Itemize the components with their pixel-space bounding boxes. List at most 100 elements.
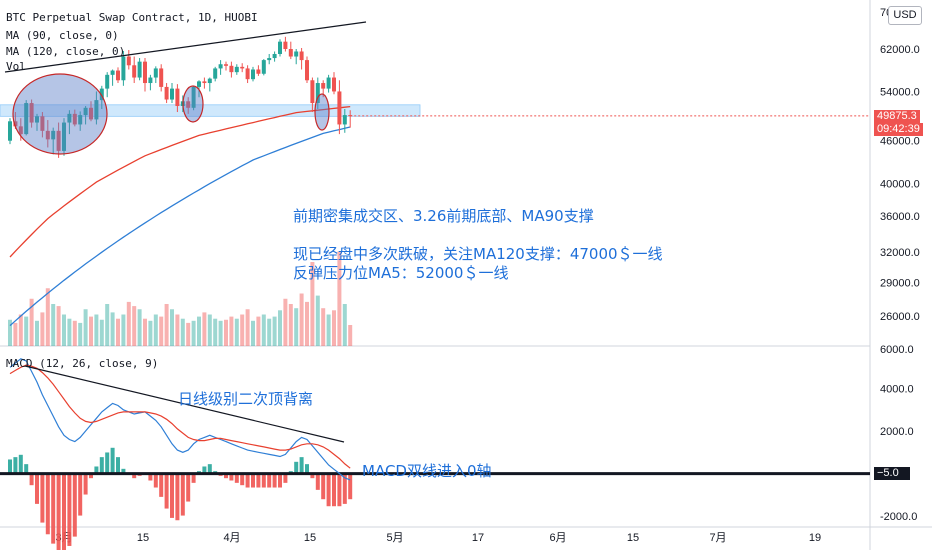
price-tick-label: 32000.0 — [880, 247, 920, 259]
candle-body — [332, 77, 336, 92]
macd-histogram-bar — [121, 468, 126, 474]
candle-body — [278, 41, 282, 54]
candle-body — [51, 130, 56, 140]
macd-histogram-bar — [240, 473, 245, 486]
volume-bar — [326, 314, 331, 346]
ma120-legend[interactable]: MA (120, close, 0) — [6, 45, 126, 58]
time-tick-label: 4月 — [223, 532, 240, 544]
volume-bar — [310, 262, 315, 346]
candle-body — [148, 77, 153, 84]
candle-body — [94, 100, 99, 120]
candle-body — [251, 69, 255, 80]
highlight-ellipse — [12, 73, 108, 155]
volume-bar — [56, 306, 61, 346]
volume-bar — [245, 309, 250, 346]
ma90-legend[interactable]: MA (90, close, 0) — [6, 29, 119, 42]
macd-histogram-bar — [18, 454, 23, 474]
macd-histogram-bar — [294, 461, 299, 474]
volume-bar — [175, 314, 180, 346]
time-tick-label: 15 — [304, 532, 316, 544]
time-tick-label: 5月 — [386, 532, 403, 544]
macd-histogram-bar — [256, 473, 261, 488]
volume-bar — [8, 319, 12, 346]
macd-histogram-bar — [272, 473, 277, 488]
candle-body — [110, 70, 115, 75]
symbol-legend[interactable]: BTC Perpetual Swap Contract, 1D, HUOBI — [6, 11, 258, 24]
volume-bar — [207, 314, 212, 346]
candle-body — [116, 70, 120, 81]
macd-histogram-bar — [35, 473, 39, 504]
annotation-ma5-resistance: 反弹压力位MA5：52000＄一线 — [293, 264, 509, 282]
volume-bar — [224, 319, 228, 346]
macd-histogram-bar — [148, 473, 153, 481]
macd-histogram-bar — [326, 473, 331, 507]
candle-body — [272, 53, 277, 59]
candle-body — [8, 121, 12, 141]
annotation-support-zone: 前期密集成交区、3.26前期底部、MA90支撑 — [293, 207, 594, 225]
volume-bar — [218, 320, 223, 346]
macd-histogram-bar — [24, 464, 29, 474]
macd-histogram-bar — [342, 473, 347, 504]
price-tick-label: 40000.0 — [880, 179, 920, 191]
volume-bar — [137, 309, 142, 346]
volume-bar — [89, 316, 93, 346]
volume-bar — [251, 320, 255, 346]
candle-body — [326, 77, 331, 89]
candle-body — [283, 41, 288, 49]
macd-histogram-bar — [105, 452, 110, 474]
currency-button[interactable]: USD — [888, 6, 922, 25]
candle-body — [288, 49, 293, 57]
macd-histogram-bar — [267, 473, 272, 488]
macd-histogram-bar — [45, 473, 50, 535]
highlight-ellipse — [182, 85, 204, 123]
macd-histogram-bar — [229, 473, 234, 481]
volume-bar — [261, 314, 266, 346]
volume-bar — [24, 316, 29, 346]
countdown-tag: 09:42:39 — [874, 123, 923, 136]
volume-bar — [213, 318, 218, 346]
macd-histogram-bar — [305, 464, 309, 474]
annotation-macd-zero: MACD双线进入0轴 — [362, 462, 492, 480]
volume-bar — [197, 316, 201, 346]
volume-bar — [105, 304, 110, 346]
candle-body — [164, 86, 169, 100]
macd-histogram-bar — [153, 473, 158, 488]
macd-histogram-bar — [261, 473, 266, 488]
macd-histogram-bar — [310, 473, 315, 479]
macd-histogram-bar — [99, 457, 104, 474]
macd-histogram-bar — [51, 473, 56, 544]
macd-histogram-bar — [89, 473, 93, 479]
candle-body — [261, 60, 266, 74]
volume-bar — [94, 314, 99, 346]
volume-bar — [62, 314, 66, 346]
macd-histogram-bar — [186, 473, 191, 502]
volume-bar — [342, 304, 347, 346]
volume-bar — [305, 301, 309, 346]
volume-bar — [110, 312, 115, 346]
volume-bar — [121, 314, 126, 346]
volume-bar — [299, 293, 304, 346]
macd-tick-label: 4000.0 — [880, 384, 914, 396]
time-tick-label: 15 — [627, 532, 639, 544]
macd-histogram-bar — [315, 473, 320, 490]
candle-body — [197, 81, 201, 87]
macd-legend[interactable]: MACD (12, 26, close, 9) — [6, 357, 159, 370]
volume-bar — [132, 306, 137, 346]
macd-histogram-bar — [132, 473, 137, 479]
macd-histogram-bar — [83, 473, 88, 495]
macd-line — [9, 358, 351, 481]
price-tick-label: 62000.0 — [880, 44, 920, 56]
candle-body — [342, 115, 347, 125]
macd-histogram-bar — [72, 473, 77, 537]
macd-divergence-line — [24, 365, 345, 443]
macd-histogram-bar — [348, 473, 353, 500]
candle-body — [105, 74, 110, 89]
volume-bar — [72, 320, 77, 346]
candle-body — [234, 66, 239, 73]
candle-body — [229, 65, 234, 73]
volume-legend[interactable]: Vol — [6, 60, 26, 73]
price-tick-label: 29000.0 — [880, 277, 920, 289]
volume-bar — [234, 318, 239, 346]
macd-histogram-bar — [180, 473, 185, 516]
